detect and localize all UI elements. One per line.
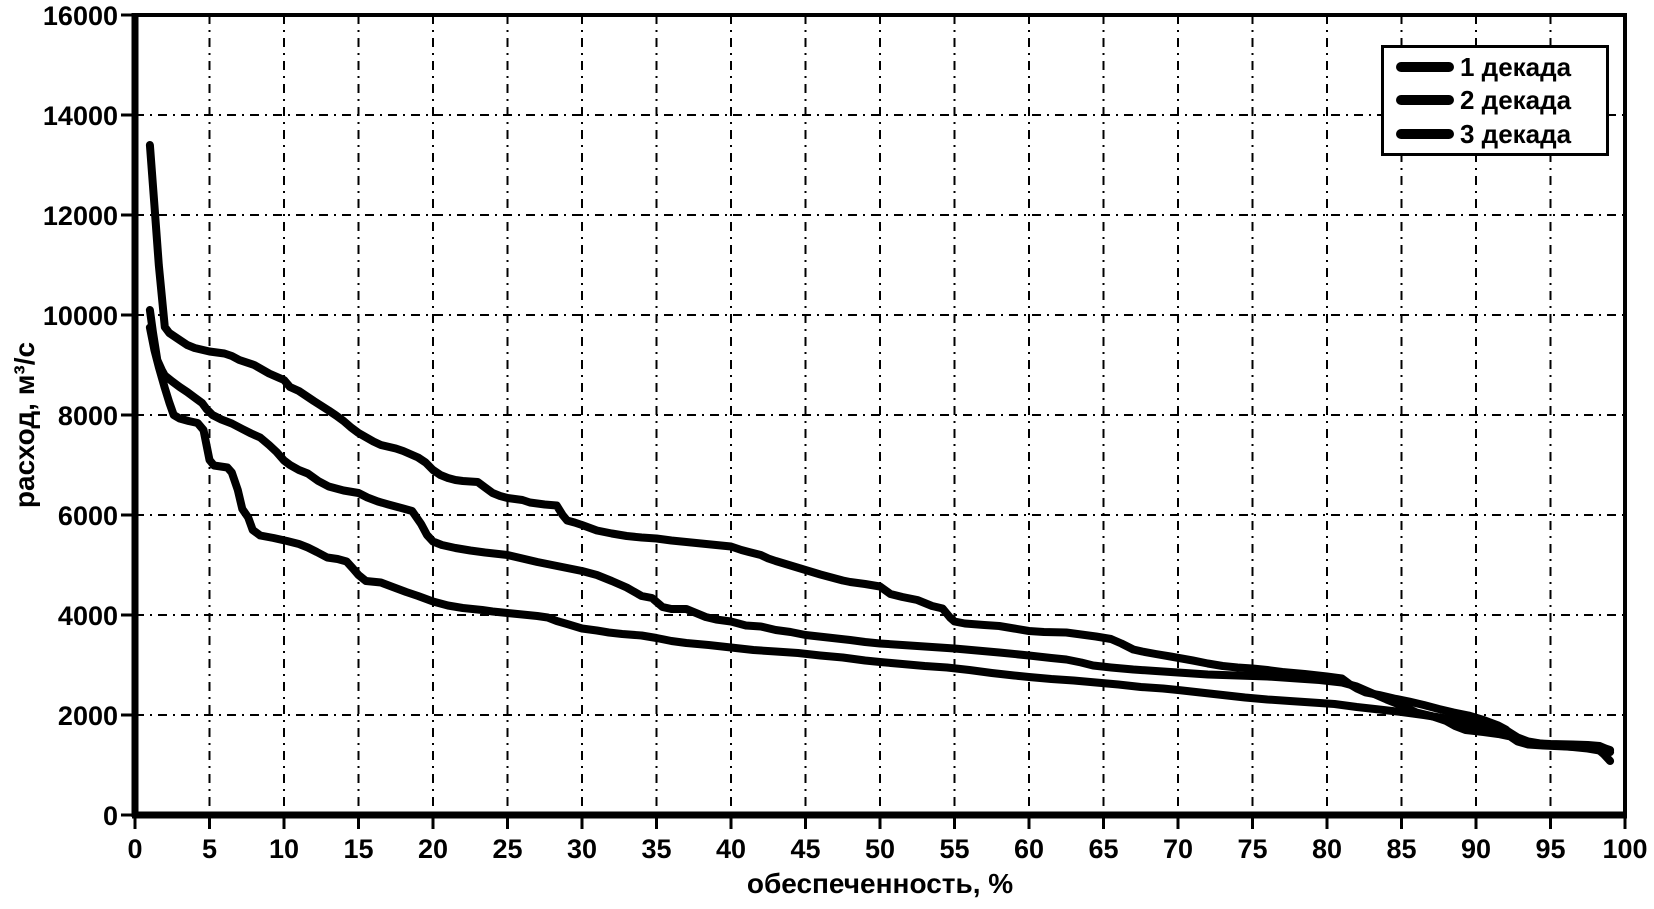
y-tick-label: 6000 <box>58 501 118 531</box>
y-tick-label: 0 <box>103 801 118 831</box>
x-tick-label: 10 <box>269 834 299 864</box>
x-tick-label: 85 <box>1386 834 1416 864</box>
x-axis-title: обеспеченность, % <box>747 868 1013 899</box>
y-tick-label: 14000 <box>43 101 118 131</box>
y-tick-label: 12000 <box>43 201 118 231</box>
x-tick-label: 20 <box>418 834 448 864</box>
legend: 1 декада 2 декада 3 декада <box>1381 45 1609 156</box>
x-tick-label: 30 <box>567 834 597 864</box>
y-tick-label: 10000 <box>43 301 118 331</box>
x-tick-label: 35 <box>641 834 671 864</box>
x-tick-label: 65 <box>1088 834 1118 864</box>
x-tick-label: 45 <box>790 834 820 864</box>
legend-item: 1 декада <box>1396 54 1606 80</box>
x-tick-label: 100 <box>1602 834 1647 864</box>
y-axis-title: расход, м³/с <box>9 342 40 508</box>
x-tick-label: 60 <box>1014 834 1044 864</box>
y-tick-label: 16000 <box>43 1 118 31</box>
axis-ticks <box>121 13 1627 829</box>
x-tick-label: 95 <box>1535 834 1565 864</box>
x-tick-label: 75 <box>1237 834 1267 864</box>
y-tick-label: 8000 <box>58 401 118 431</box>
tick-labels: 0 5 10 15 20 25 30 35 40 45 50 55 60 65 70 75 80 85 90 95 10… <box>43 1 1648 864</box>
x-tick-label: 0 <box>127 834 142 864</box>
x-tick-label: 70 <box>1163 834 1193 864</box>
x-tick-label: 40 <box>716 834 746 864</box>
legend-line-swatch <box>1396 61 1454 72</box>
series-lines <box>145 141 1615 765</box>
legend-label: 3 декада <box>1460 119 1572 150</box>
legend-line-swatch <box>1396 129 1454 140</box>
x-tick-label: 50 <box>865 834 895 864</box>
legend-label: 1 декада <box>1460 51 1572 82</box>
x-tick-label: 15 <box>343 834 373 864</box>
x-tick-label: 25 <box>492 834 522 864</box>
y-tick-label: 4000 <box>58 601 118 631</box>
series-line-2 <box>145 306 1615 765</box>
legend-line-swatch <box>1396 95 1454 106</box>
legend-item: 2 декада <box>1396 87 1606 113</box>
x-tick-label: 55 <box>939 834 969 864</box>
x-tick-label: 90 <box>1461 834 1491 864</box>
y-tick-label: 2000 <box>58 701 118 731</box>
gridlines <box>135 15 1625 815</box>
legend-item: 3 декада <box>1396 121 1606 147</box>
series-line-3 <box>145 323 1615 756</box>
x-tick-label: 5 <box>202 834 217 864</box>
legend-label: 2 декада <box>1460 85 1572 116</box>
x-tick-label: 80 <box>1312 834 1342 864</box>
